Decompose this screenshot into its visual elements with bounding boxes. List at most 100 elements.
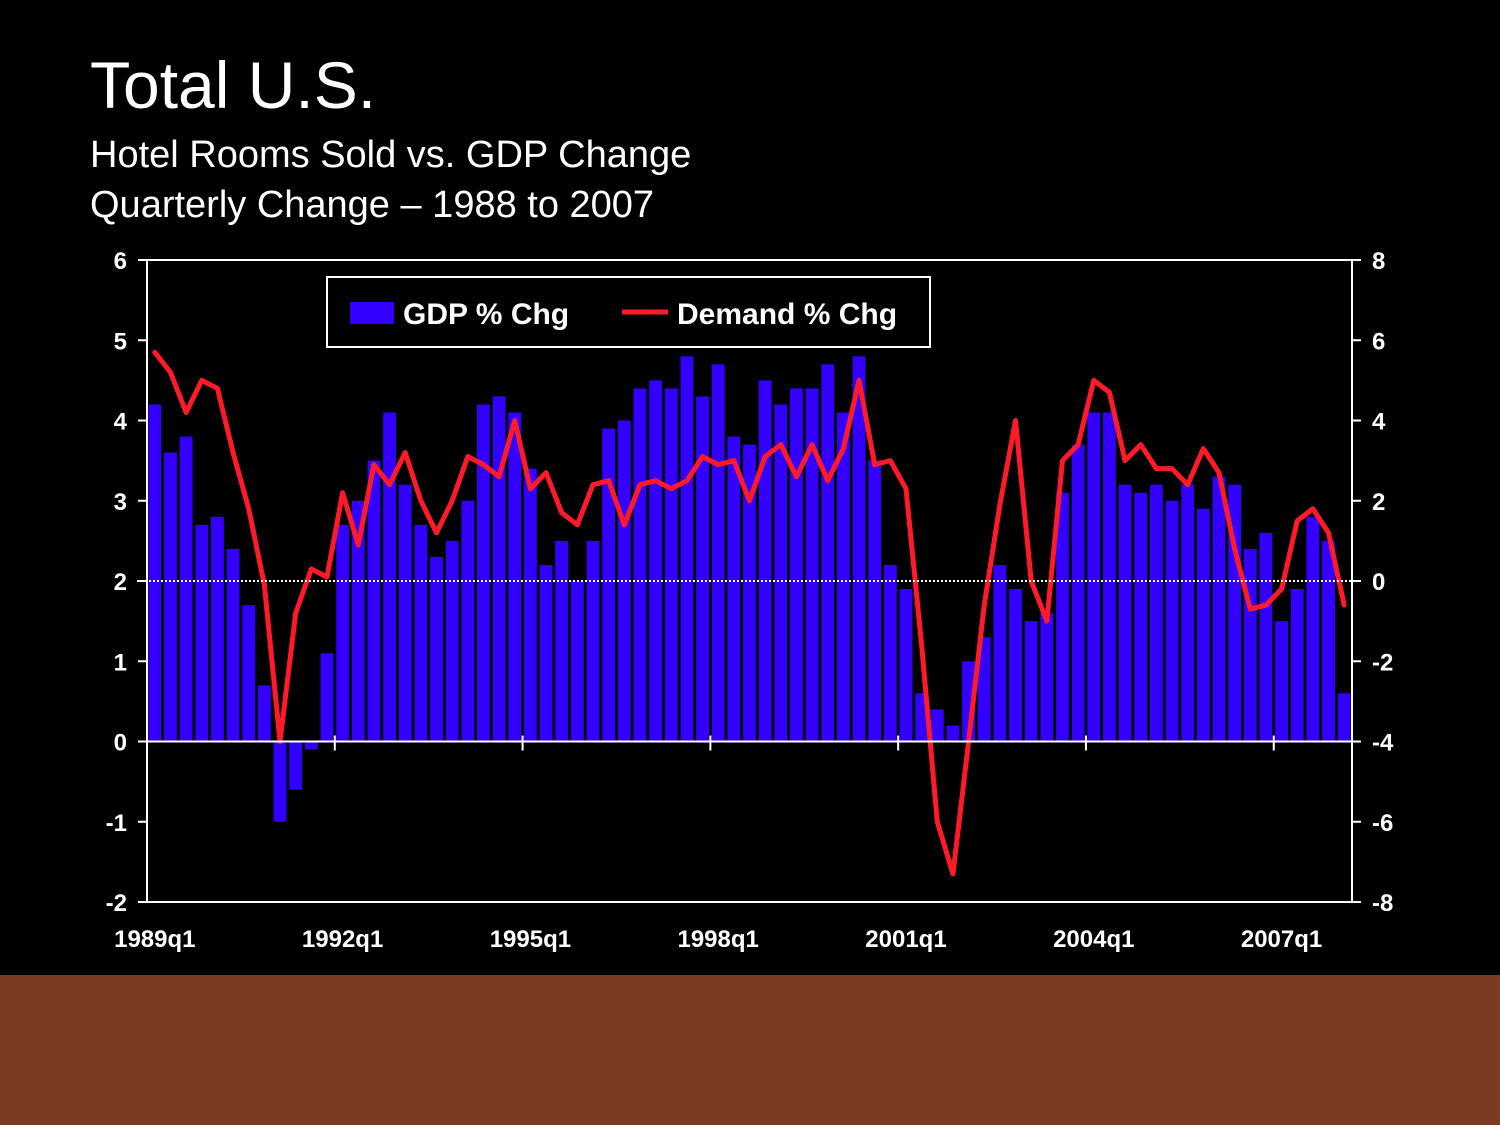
gdp-bar — [602, 428, 616, 742]
gdp-bar — [1040, 613, 1054, 742]
gdp-bar — [226, 548, 240, 742]
footer-band — [0, 975, 1500, 1125]
gdp-bar — [1306, 516, 1320, 742]
gdp-bar — [1165, 500, 1179, 742]
gdp-bar — [649, 380, 663, 742]
gdp-bar — [1071, 444, 1085, 742]
y-left-tick-label: 1 — [114, 649, 127, 676]
y-left-tick-label: 5 — [114, 328, 127, 355]
gdp-bar — [367, 460, 381, 742]
y-right-tick-label: 8 — [1372, 248, 1385, 275]
gdp-bar — [664, 388, 678, 742]
gdp-bar — [758, 380, 772, 742]
gdp-bar — [946, 725, 960, 742]
gdp-bar — [1009, 589, 1022, 742]
gdp-bar — [1118, 484, 1132, 742]
gdp-bar — [211, 516, 224, 742]
gdp-bar — [743, 444, 756, 742]
x-tick-label: 2004q1 — [1053, 926, 1134, 953]
gdp-bar — [257, 685, 271, 742]
gdp-bar — [1228, 484, 1242, 742]
y-right-tick-label: 2 — [1372, 489, 1385, 516]
gdp-bar — [383, 412, 396, 742]
gdp-bar — [899, 589, 913, 742]
y-right-tick-label: 4 — [1372, 409, 1386, 436]
bars-layer — [148, 356, 1351, 822]
gdp-bar — [821, 364, 835, 742]
gdp-bar — [977, 637, 991, 742]
gdp-bar — [523, 468, 537, 742]
gdp-bar — [164, 452, 177, 742]
gdp-bar — [1275, 621, 1288, 742]
gdp-bar — [852, 356, 866, 742]
y-left-tick-label: 3 — [114, 489, 127, 516]
y-right-tick-label: -4 — [1372, 730, 1394, 757]
gdp-bar — [477, 404, 490, 742]
gdp-bar — [539, 564, 553, 742]
y-left-tick-label: -1 — [106, 810, 127, 837]
line-layer — [152, 349, 1347, 877]
gdp-bar — [1322, 540, 1335, 742]
gdp-bar — [1056, 492, 1069, 742]
x-tick-label: 2007q1 — [1241, 926, 1322, 953]
gdp-bar — [445, 540, 459, 742]
gdp-bar — [304, 741, 318, 750]
gdp-bar — [430, 556, 443, 742]
gdp-bar — [774, 404, 788, 742]
legend-label-demand: Demand % Chg — [677, 298, 897, 331]
gdp-bar — [1243, 548, 1257, 742]
gdp-bar — [1134, 492, 1148, 742]
gdp-bar — [711, 364, 725, 742]
gdp-bar — [1024, 621, 1038, 742]
subtitle-line-2: Quarterly Change – 1988 to 2007 — [90, 184, 655, 226]
gdp-bar — [289, 741, 303, 790]
gdp-bar — [836, 412, 850, 742]
gdp-bar — [993, 564, 1007, 742]
gdp-bar — [1337, 693, 1351, 742]
gdp-bar — [1212, 476, 1226, 742]
gdp-bar — [351, 500, 365, 742]
y-right-tick-label: 0 — [1372, 569, 1385, 596]
gdp-bar — [586, 540, 600, 742]
x-tick-label: 2001q1 — [865, 926, 946, 953]
gdp-bar — [1149, 484, 1163, 742]
gdp-bar — [242, 605, 256, 742]
gdp-bar — [555, 540, 569, 742]
gdp-bar — [179, 436, 193, 742]
gdp-bar — [1103, 412, 1116, 742]
demand-line — [152, 349, 1347, 877]
gdp-bar — [492, 396, 506, 742]
gdp-bar — [680, 356, 694, 742]
gdp-bar — [320, 653, 334, 742]
gdp-bar — [336, 524, 350, 742]
legend-swatch-gdp — [350, 302, 394, 324]
gdp-bar — [1259, 532, 1273, 742]
subtitle-line-1: Hotel Rooms Sold vs. GDP Change — [90, 134, 692, 176]
gdp-bar — [930, 709, 944, 742]
y-left-tick-label: 6 — [114, 248, 127, 275]
y-right-tick-label: 6 — [1372, 328, 1385, 355]
gdp-bar — [790, 388, 803, 742]
x-tick-label: 1998q1 — [677, 926, 758, 953]
gdp-bar — [273, 741, 287, 822]
gdp-bar — [1087, 412, 1101, 742]
y-right-tick-label: -2 — [1372, 649, 1393, 676]
y-left-tick-label: -2 — [106, 890, 127, 917]
gdp-bar — [1181, 484, 1195, 742]
gdp-bar — [696, 396, 709, 742]
page-title: Total U.S. — [90, 48, 377, 122]
gdp-bar — [461, 500, 475, 742]
axes-layer: 6 5 4 3 2 1 0 -1 -2 8 6 4 2 0 -2 -4 -6 -8 1989q1 1992q1 1995… — [106, 248, 1394, 953]
y-right-tick-label: -8 — [1372, 890, 1393, 917]
gdp-bar — [883, 564, 897, 742]
gdp-bar — [398, 484, 412, 742]
y-left-tick-label: 2 — [114, 569, 127, 596]
gdp-bar — [508, 412, 522, 742]
gdp-bar — [1290, 589, 1304, 742]
legend-label-gdp: GDP % Chg — [403, 298, 569, 331]
legend: GDP % Chg Demand % Chg — [326, 276, 931, 348]
gdp-bar — [148, 404, 162, 742]
x-tick-label: 1989q1 — [114, 926, 195, 953]
gdp-bar — [1196, 508, 1210, 742]
x-tick-label: 1992q1 — [302, 926, 383, 953]
